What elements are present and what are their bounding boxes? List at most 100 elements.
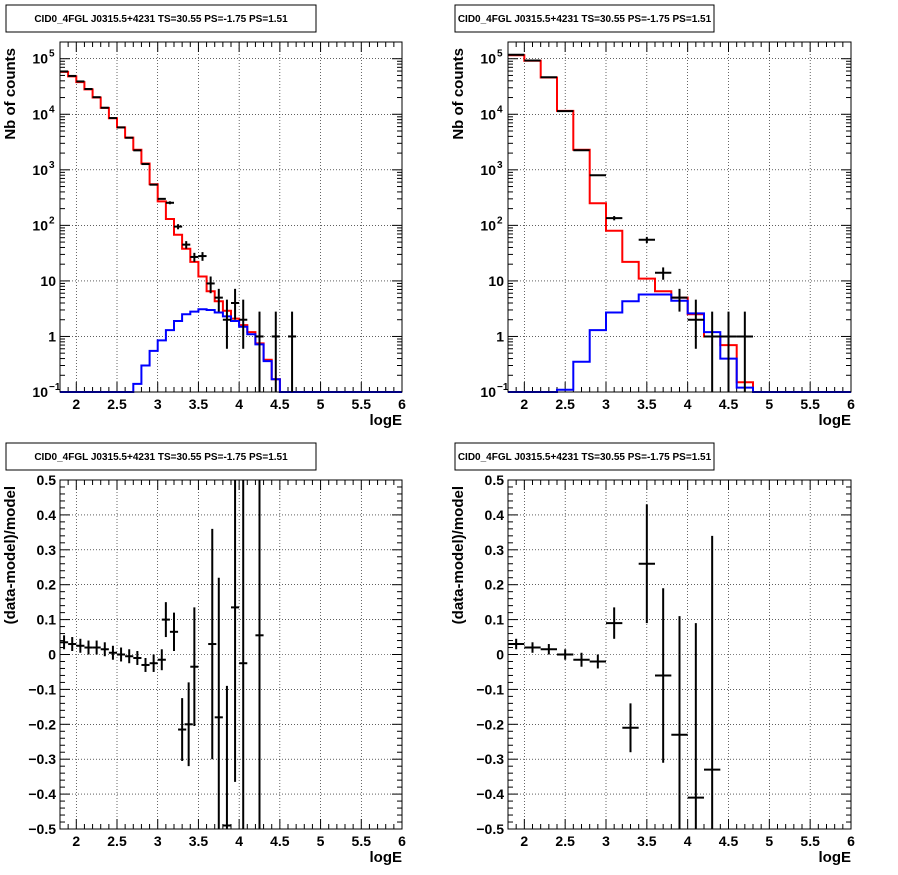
data-point bbox=[100, 642, 109, 657]
data-point bbox=[736, 311, 753, 392]
data-point bbox=[638, 236, 655, 244]
data-point bbox=[540, 644, 557, 655]
y-tick-label: 1 bbox=[48, 328, 56, 344]
x-axis-label: logE bbox=[370, 849, 403, 866]
y-tick-label: 0.1 bbox=[37, 612, 57, 628]
data-point bbox=[190, 607, 199, 727]
y-tick-label: 0.2 bbox=[37, 577, 57, 593]
x-tick-label: 2.5 bbox=[107, 396, 127, 412]
y-tick-label: 0.3 bbox=[485, 542, 505, 558]
y-tick-label: 0.5 bbox=[37, 472, 57, 488]
y-tick-label: 10 bbox=[40, 273, 56, 289]
x-tick-label: 3 bbox=[602, 833, 610, 849]
data-point bbox=[231, 480, 240, 782]
data-point bbox=[198, 252, 207, 261]
histogram-series-1 bbox=[60, 70, 402, 393]
x-tick-label: 3.5 bbox=[637, 833, 657, 849]
title-box bbox=[454, 442, 715, 471]
data-point bbox=[157, 649, 166, 671]
data-point bbox=[141, 657, 150, 672]
data-point bbox=[524, 642, 541, 653]
y-tick-label: −0.5 bbox=[28, 821, 56, 837]
data-point bbox=[239, 299, 248, 349]
data-point bbox=[231, 288, 240, 320]
x-tick-label: 4 bbox=[684, 396, 692, 412]
y-tick-label: 0 bbox=[496, 647, 504, 663]
data-point bbox=[184, 682, 193, 767]
y-tick-label: −0.4 bbox=[476, 786, 504, 802]
x-axis-label: logE bbox=[819, 849, 852, 866]
x-tick-label: 5.5 bbox=[352, 833, 372, 849]
histogram-series-1 bbox=[508, 54, 851, 393]
y-tick-label: 0.5 bbox=[485, 472, 505, 488]
y-tick-label: 10 bbox=[32, 384, 48, 400]
y-tick-label: −0.3 bbox=[28, 751, 56, 767]
data-point bbox=[288, 311, 297, 392]
data-point bbox=[255, 480, 264, 829]
y-axis-label: Nb of counts bbox=[450, 48, 467, 140]
x-tick-label: 5 bbox=[765, 396, 773, 412]
x-tick-label: 4.5 bbox=[719, 833, 739, 849]
x-tick-label: 6 bbox=[398, 833, 406, 849]
data-point bbox=[174, 224, 183, 230]
y-tick-label: −0.1 bbox=[28, 681, 56, 697]
data-point bbox=[704, 311, 721, 392]
x-tick-label: 5.5 bbox=[800, 833, 820, 849]
data-point bbox=[508, 638, 525, 650]
data-point bbox=[671, 288, 688, 312]
data-point bbox=[638, 504, 655, 624]
x-tick-label: 2 bbox=[72, 833, 80, 849]
x-tick-label: 3 bbox=[154, 833, 162, 849]
data-point bbox=[76, 638, 85, 653]
y-axis-label: (data-model)/model bbox=[2, 486, 19, 624]
x-tick-label: 2 bbox=[72, 396, 80, 412]
y-tick-exponent: 5 bbox=[497, 49, 503, 60]
x-tick-label: 5.5 bbox=[352, 396, 372, 412]
data-point bbox=[622, 703, 639, 753]
y-tick-exponent: 4 bbox=[49, 104, 55, 115]
y-tick-exponent: 3 bbox=[49, 160, 55, 171]
x-tick-label: 4.5 bbox=[270, 396, 290, 412]
y-tick-exponent: 5 bbox=[49, 49, 55, 60]
x-tick-label: 6 bbox=[847, 396, 855, 412]
x-tick-label: 4.5 bbox=[270, 833, 290, 849]
data-point bbox=[214, 577, 223, 829]
y-tick-exponent: −1 bbox=[497, 382, 509, 393]
x-tick-label: 5 bbox=[765, 833, 773, 849]
y-tick-label: 10 bbox=[32, 106, 48, 122]
data-point bbox=[190, 252, 199, 262]
x-tick-label: 2 bbox=[520, 833, 528, 849]
x-tick-label: 4 bbox=[235, 396, 243, 412]
data-point bbox=[117, 647, 126, 662]
x-tick-label: 3.5 bbox=[189, 396, 209, 412]
data-point bbox=[687, 299, 704, 349]
data-point bbox=[704, 535, 721, 829]
chart-title: CID0_4FGL J0315.5+4231 TS=30.55 PS=-1.75… bbox=[34, 14, 288, 25]
y-tick-label: 10 bbox=[32, 217, 48, 233]
y-tick-label: 10 bbox=[480, 51, 496, 67]
data-point bbox=[271, 311, 280, 392]
x-tick-label: 5 bbox=[317, 833, 325, 849]
y-tick-exponent: −1 bbox=[49, 382, 61, 393]
x-tick-label: 2.5 bbox=[107, 833, 127, 849]
x-tick-label: 3.5 bbox=[189, 833, 209, 849]
data-point bbox=[182, 241, 191, 249]
data-point bbox=[165, 201, 174, 205]
data-point bbox=[108, 645, 117, 660]
data-point bbox=[84, 640, 93, 655]
data-point bbox=[720, 311, 737, 392]
histogram-series-2 bbox=[60, 308, 402, 393]
data-point bbox=[161, 602, 170, 638]
data-point bbox=[125, 649, 134, 664]
x-tick-label: 4 bbox=[235, 833, 243, 849]
y-tick-label: 10 bbox=[480, 162, 496, 178]
data-point bbox=[687, 623, 704, 829]
y-tick-label: 0.1 bbox=[485, 612, 505, 628]
chart-panel-3: 2 2.5 3 3.5 4 4.5 5 5.5 6 −0.5 −0.4 −0.3 −0.2 −0.1 0 0.… bbox=[2, 442, 406, 866]
data-point bbox=[178, 698, 187, 761]
y-tick-label: 0.2 bbox=[485, 577, 505, 593]
y-tick-label: 1 bbox=[496, 328, 504, 344]
y-tick-label: −0.2 bbox=[476, 716, 504, 732]
data-point bbox=[655, 588, 672, 763]
